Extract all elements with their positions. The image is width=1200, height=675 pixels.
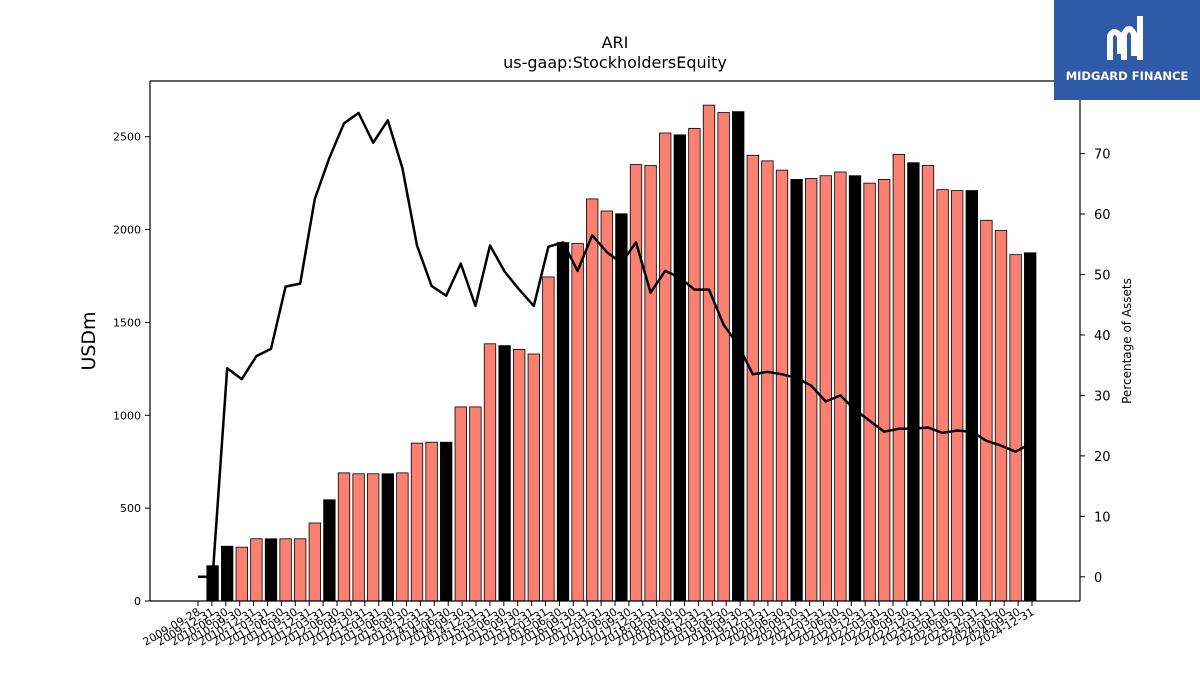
y-tick-label: 500 — [120, 502, 141, 515]
bar — [556, 242, 570, 602]
bar — [571, 243, 584, 602]
bar — [1009, 254, 1022, 602]
chart-title: ARI — [602, 33, 629, 52]
bar — [323, 499, 336, 602]
bar — [586, 198, 599, 602]
bar — [381, 473, 394, 602]
bar — [746, 154, 759, 602]
bar — [294, 538, 307, 602]
bar — [483, 343, 497, 602]
bar — [951, 190, 964, 602]
bar — [775, 169, 789, 602]
bar — [600, 210, 613, 602]
logo-text: MIDGARD FINANCE — [1065, 69, 1189, 83]
y-axis-label: USDm — [78, 311, 100, 370]
bar — [848, 175, 862, 602]
bar — [337, 472, 351, 602]
line-group — [198, 111, 1031, 579]
bar — [688, 127, 701, 602]
axes: 050010001500200025000102030405060702009-… — [113, 80, 1111, 649]
bar — [221, 545, 234, 602]
y-tick-label: 1000 — [113, 409, 141, 422]
y2-tick-label: 70 — [1094, 148, 1111, 163]
bar — [440, 441, 453, 602]
y-tick-label: 2500 — [113, 131, 141, 144]
y2-tick-label: 40 — [1094, 329, 1111, 344]
bar — [498, 345, 511, 602]
y-tick-label: 0 — [134, 595, 141, 608]
bar — [790, 179, 803, 602]
bar — [980, 219, 993, 602]
bar — [819, 175, 832, 602]
bar — [907, 162, 920, 602]
bar — [235, 546, 248, 602]
y2-axis-label: Percentage of Assets — [1120, 278, 1134, 404]
bar — [936, 189, 949, 602]
bar — [644, 165, 657, 602]
midgard-logo-icon — [1107, 16, 1143, 60]
bar — [615, 213, 628, 602]
bar — [892, 153, 905, 602]
bar — [878, 179, 891, 602]
y2-tick-label: 30 — [1094, 389, 1111, 404]
bar — [308, 522, 321, 602]
y2-tick-label: 20 — [1094, 450, 1111, 465]
bar — [542, 276, 555, 602]
bar — [250, 538, 263, 602]
bar — [513, 348, 526, 602]
bar-group — [206, 104, 1037, 602]
bar — [921, 165, 935, 602]
bar — [732, 111, 745, 602]
y-tick-label: 2000 — [113, 224, 141, 237]
bar — [863, 182, 876, 602]
bar — [396, 472, 409, 602]
midgard-finance-logo: MIDGARD FINANCE — [1054, 0, 1200, 100]
y-tick-label: 1500 — [113, 316, 141, 329]
bar — [965, 190, 978, 602]
bar — [527, 353, 540, 602]
bar — [1024, 252, 1037, 602]
bar — [410, 442, 424, 602]
chart-subtitle: us-gaap:StockholdersEquity — [503, 53, 727, 72]
bar — [264, 538, 278, 602]
bar — [629, 164, 643, 602]
bar — [673, 134, 686, 602]
bar — [279, 538, 292, 602]
bar — [469, 406, 482, 602]
bar — [702, 104, 716, 602]
bar — [717, 112, 730, 602]
bar — [352, 473, 365, 602]
bar — [994, 230, 1008, 602]
y2-tick-label: 10 — [1094, 510, 1111, 525]
y2-tick-label: 50 — [1094, 268, 1111, 283]
bar — [761, 160, 774, 602]
bar — [367, 473, 380, 602]
y2-tick-label: 60 — [1094, 208, 1111, 223]
y2-tick-label: 0 — [1094, 571, 1102, 586]
bar — [425, 441, 438, 602]
bar — [454, 406, 467, 602]
bar — [834, 171, 847, 602]
bar — [659, 132, 672, 602]
series-line — [198, 111, 1031, 579]
